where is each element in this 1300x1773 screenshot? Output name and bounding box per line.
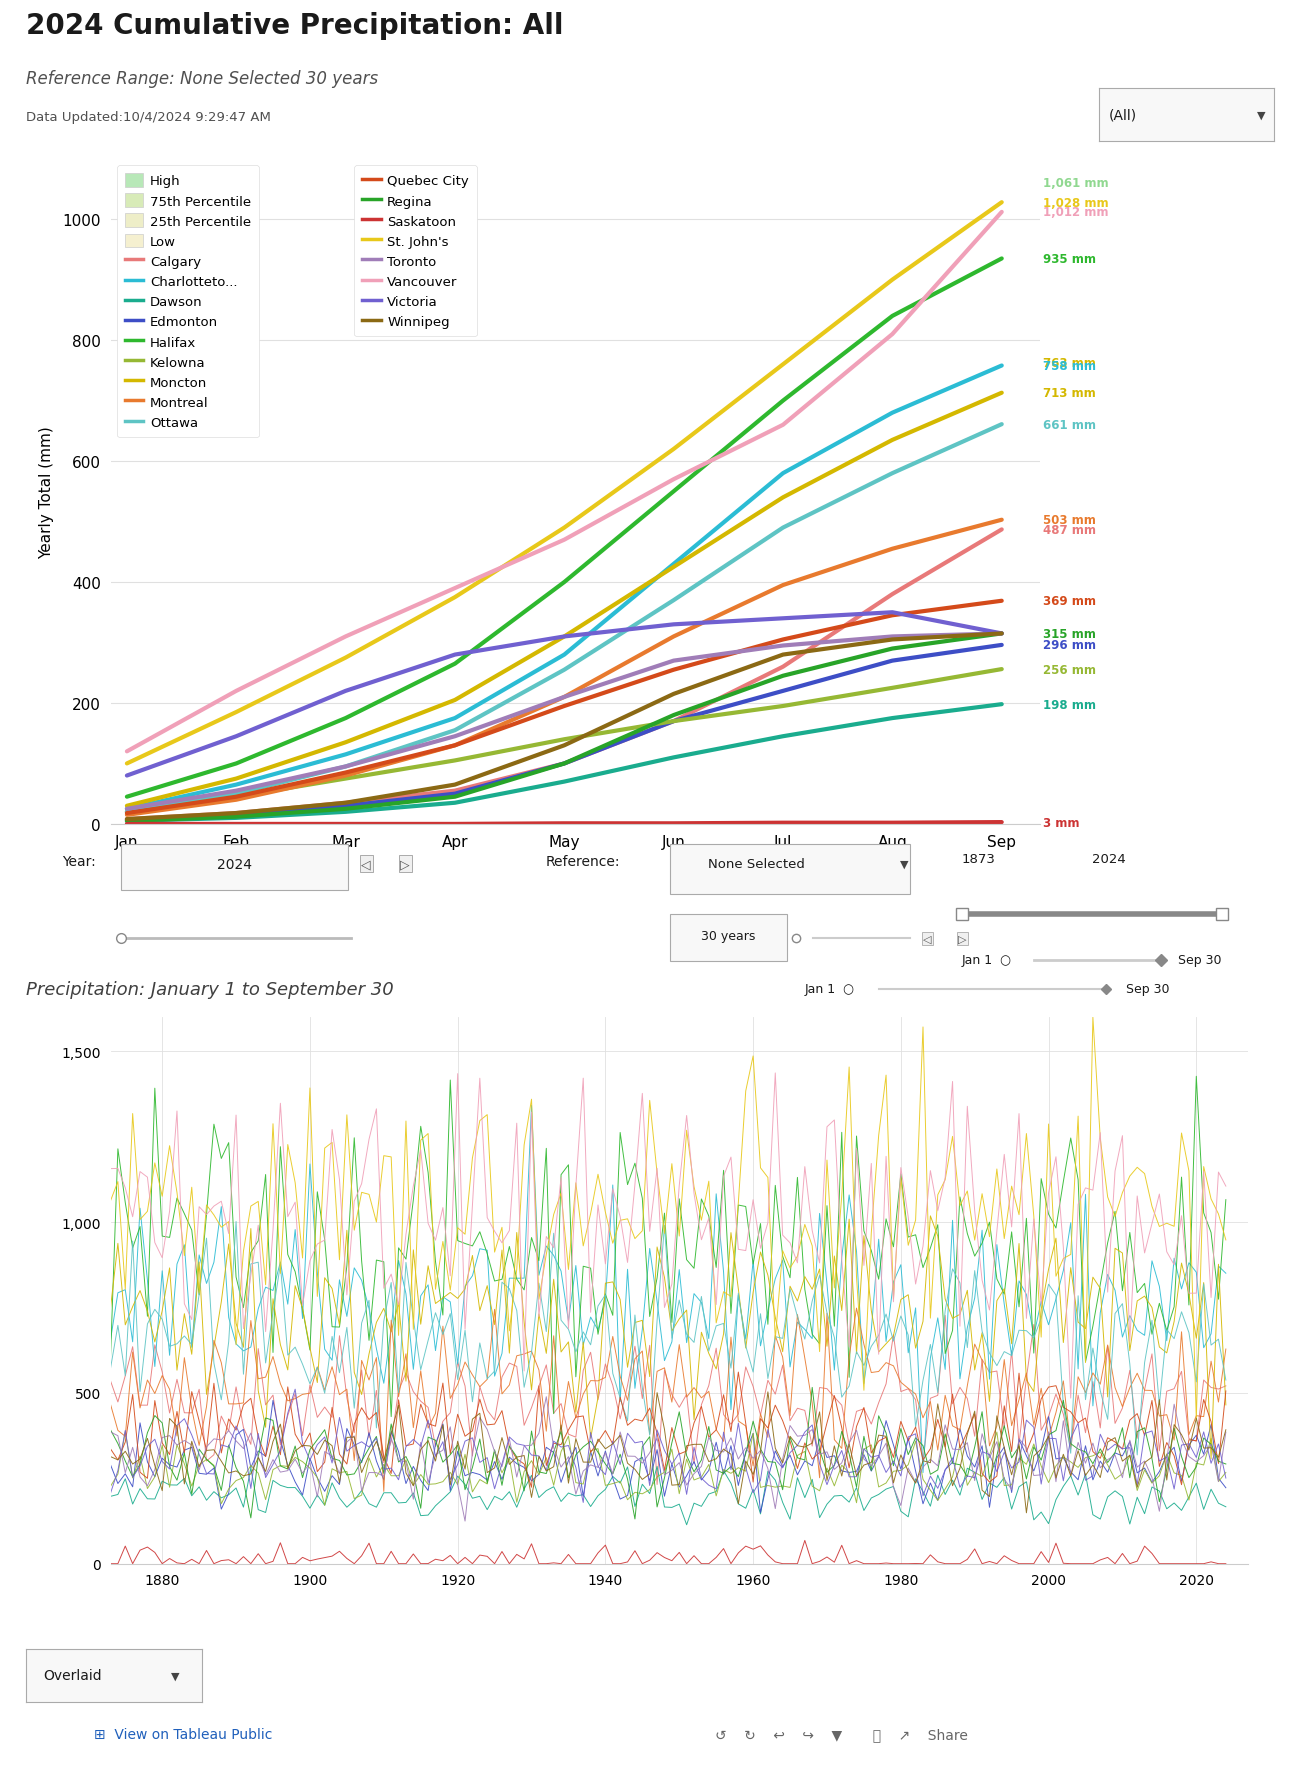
Text: 2024: 2024 <box>217 858 251 871</box>
Text: ▼: ▼ <box>170 1670 179 1681</box>
Text: Year:: Year: <box>62 855 96 869</box>
Text: Reference Range: None Selected 30 years: Reference Range: None Selected 30 years <box>26 71 378 89</box>
Text: 503 mm: 503 mm <box>1044 514 1096 527</box>
Text: Sep 30: Sep 30 <box>1126 982 1169 996</box>
Text: 935 mm: 935 mm <box>1044 254 1096 266</box>
Text: ⊞  View on Tableau Public: ⊞ View on Tableau Public <box>94 1727 272 1741</box>
Text: ◁: ◁ <box>361 858 370 871</box>
Text: 661 mm: 661 mm <box>1044 418 1096 431</box>
Text: 2024: 2024 <box>1092 853 1126 865</box>
Text: Data Updated:10/4/2024 9:29:47 AM: Data Updated:10/4/2024 9:29:47 AM <box>26 112 270 124</box>
FancyBboxPatch shape <box>670 915 786 961</box>
Text: 487 mm: 487 mm <box>1044 523 1096 537</box>
Text: 1,028 mm: 1,028 mm <box>1044 197 1109 209</box>
Text: Canada
weather
nerdery: Canada weather nerdery <box>1158 21 1214 67</box>
Text: 1873: 1873 <box>962 853 996 865</box>
Text: ▼: ▼ <box>1257 110 1266 121</box>
Text: 256 mm: 256 mm <box>1044 663 1096 676</box>
Text: 763 mm: 763 mm <box>1044 356 1096 371</box>
Text: Jan 1  ○: Jan 1 ○ <box>805 982 854 996</box>
Text: 2024 Cumulative Precipitation: All: 2024 Cumulative Precipitation: All <box>26 12 563 41</box>
Text: None Selected: None Selected <box>708 858 806 871</box>
Text: 3 mm: 3 mm <box>1044 816 1080 830</box>
Text: ▷: ▷ <box>958 934 967 943</box>
Text: 296 mm: 296 mm <box>1044 638 1096 652</box>
Text: Overlaid: Overlaid <box>43 1668 103 1683</box>
Text: ◁: ◁ <box>923 934 932 943</box>
Text: ▼: ▼ <box>900 860 909 869</box>
Text: ↺    ↻    ↩    ↪    ▼       ⬜    ↗    Share: ↺ ↻ ↩ ↪ ▼ ⬜ ↗ Share <box>715 1727 968 1741</box>
FancyBboxPatch shape <box>670 844 910 895</box>
Text: ▷: ▷ <box>400 858 410 871</box>
Text: Sep 30: Sep 30 <box>1170 954 1222 966</box>
Text: Precipitation: January 1 to September 30: Precipitation: January 1 to September 30 <box>26 980 394 998</box>
Text: 30 years: 30 years <box>701 929 755 943</box>
Text: Jan 1  ○: Jan 1 ○ <box>962 954 1011 966</box>
Text: 1,012 mm: 1,012 mm <box>1044 206 1109 220</box>
Text: 758 mm: 758 mm <box>1044 360 1096 372</box>
Text: 1,061 mm: 1,061 mm <box>1044 177 1109 190</box>
Text: (All): (All) <box>1109 108 1138 122</box>
FancyBboxPatch shape <box>121 844 348 890</box>
Text: 369 mm: 369 mm <box>1044 596 1096 608</box>
Text: 713 mm: 713 mm <box>1044 387 1096 401</box>
Text: 198 mm: 198 mm <box>1044 699 1096 711</box>
Legend: Quebec City, Regina, Saskatoon, St. John's, Toronto, Vancouver, Victoria, Winnip: Quebec City, Regina, Saskatoon, St. John… <box>354 167 477 337</box>
Text: 315 mm: 315 mm <box>1044 628 1096 640</box>
Y-axis label: Yearly Total (mm): Yearly Total (mm) <box>39 426 53 558</box>
Text: Reference:: Reference: <box>546 855 620 869</box>
